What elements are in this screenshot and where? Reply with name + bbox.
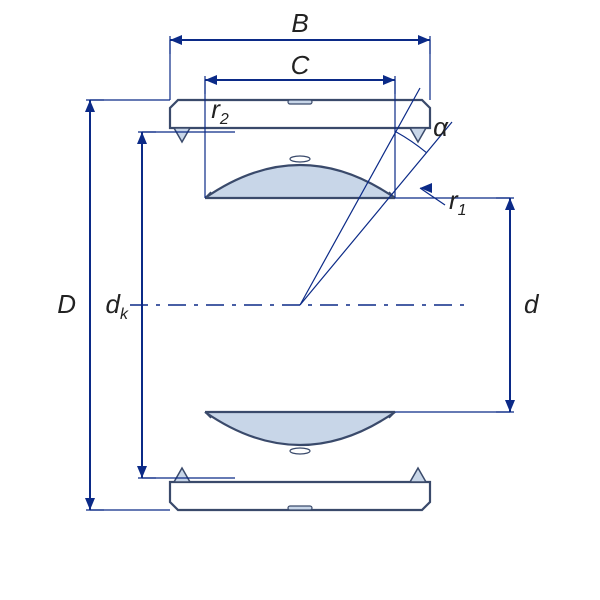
seal-left — [174, 468, 190, 482]
label-C: C — [291, 50, 310, 80]
label-D: D — [57, 289, 76, 319]
seal-right — [410, 468, 426, 482]
label-r1: r1 — [449, 185, 467, 219]
label-B: B — [291, 8, 308, 38]
sphere-groove — [290, 156, 310, 162]
label-dk: dk — [106, 289, 129, 323]
leader-r1 — [420, 188, 445, 205]
inner-ring — [205, 412, 395, 445]
grease-notch — [288, 506, 312, 510]
label-d: d — [524, 289, 540, 319]
alpha-ray-2 — [300, 122, 452, 305]
inner-ring — [205, 165, 395, 198]
label-alpha: α — [433, 112, 449, 142]
seal-right — [410, 128, 426, 142]
seal-left — [174, 128, 190, 142]
grease-notch — [288, 100, 312, 104]
sphere-groove — [290, 448, 310, 454]
